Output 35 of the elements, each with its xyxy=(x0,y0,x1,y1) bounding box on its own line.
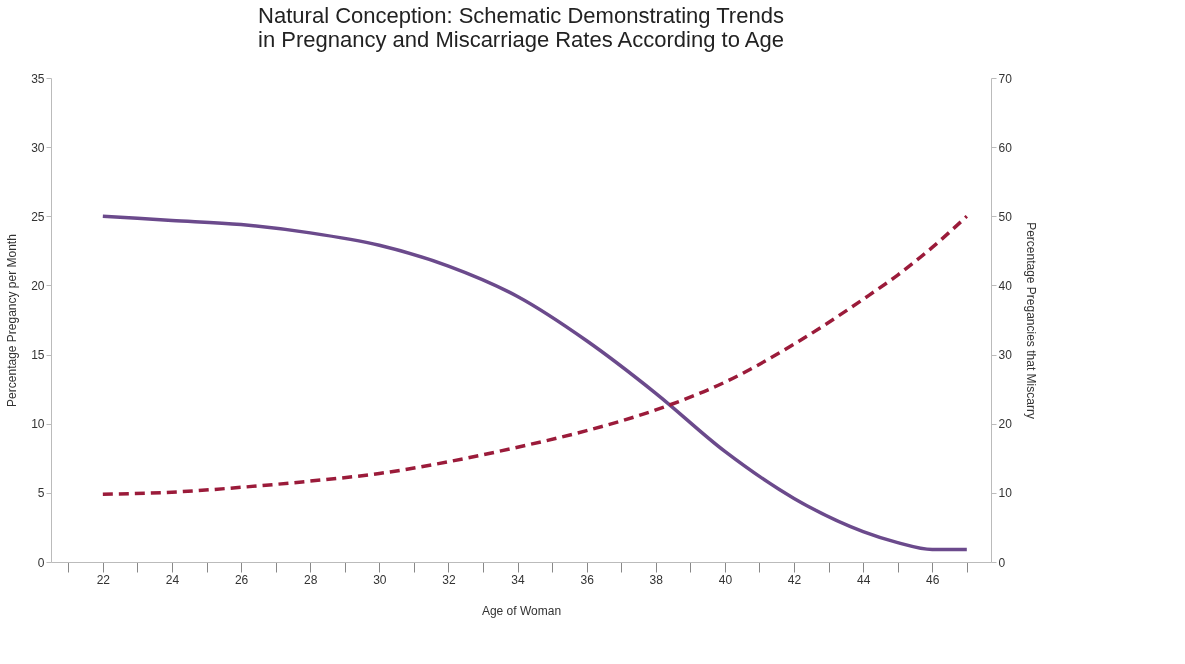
y-tick-label: 20 xyxy=(31,278,45,293)
y2-tick-label: 40 xyxy=(998,278,1013,293)
y2-tick-label: 70 xyxy=(998,71,1013,86)
x-tick-label: 30 xyxy=(373,572,387,587)
x-tick-label: 44 xyxy=(856,572,871,587)
chart-title: Natural Conception: Schematic Demonstrating Trends in Pregnancy and Miscarriage Rates According to Age xyxy=(258,3,784,52)
x-tick-label: 40 xyxy=(718,572,733,587)
y-tick-label: 30 xyxy=(31,140,45,155)
x-tick-label: 38 xyxy=(649,572,664,587)
x-tick-label: 26 xyxy=(234,572,249,587)
x-tick-label: 22 xyxy=(96,572,111,587)
line-series xyxy=(101,214,969,496)
y-tick-label: 10 xyxy=(31,417,45,432)
y2-axis-title: Percentage Pregancies that Miscarry xyxy=(1023,222,1038,419)
x-tick-label: 46 xyxy=(926,572,940,587)
y-tick-label: 15 xyxy=(31,348,45,363)
y-axis-title: Percentage Pregancy per Month xyxy=(5,234,20,407)
y2-tick-label: 50 xyxy=(998,209,1013,224)
x-tick-label: 32 xyxy=(442,572,456,587)
y2-tick-label: 60 xyxy=(998,140,1013,155)
line-series xyxy=(101,214,969,552)
y2-tick-label: 10 xyxy=(998,486,1013,501)
y2-tick-label: 30 xyxy=(998,348,1013,363)
y-tick-label: 5 xyxy=(37,486,45,501)
x-tick-label: 24 xyxy=(165,572,180,587)
y2-tick-label: 0 xyxy=(998,555,1006,570)
y-tick-label: 0 xyxy=(37,555,45,570)
x-axis-title: Age of Woman xyxy=(481,603,562,618)
y-tick-label: 35 xyxy=(31,71,45,86)
x-tick-label: 36 xyxy=(580,572,595,587)
x-tick-label: 34 xyxy=(511,572,526,587)
y2-tick-label: 20 xyxy=(998,417,1013,432)
x-tick-label: 28 xyxy=(304,572,318,587)
x-tick-label: 42 xyxy=(787,572,802,587)
y-tick-label: 25 xyxy=(31,209,45,224)
